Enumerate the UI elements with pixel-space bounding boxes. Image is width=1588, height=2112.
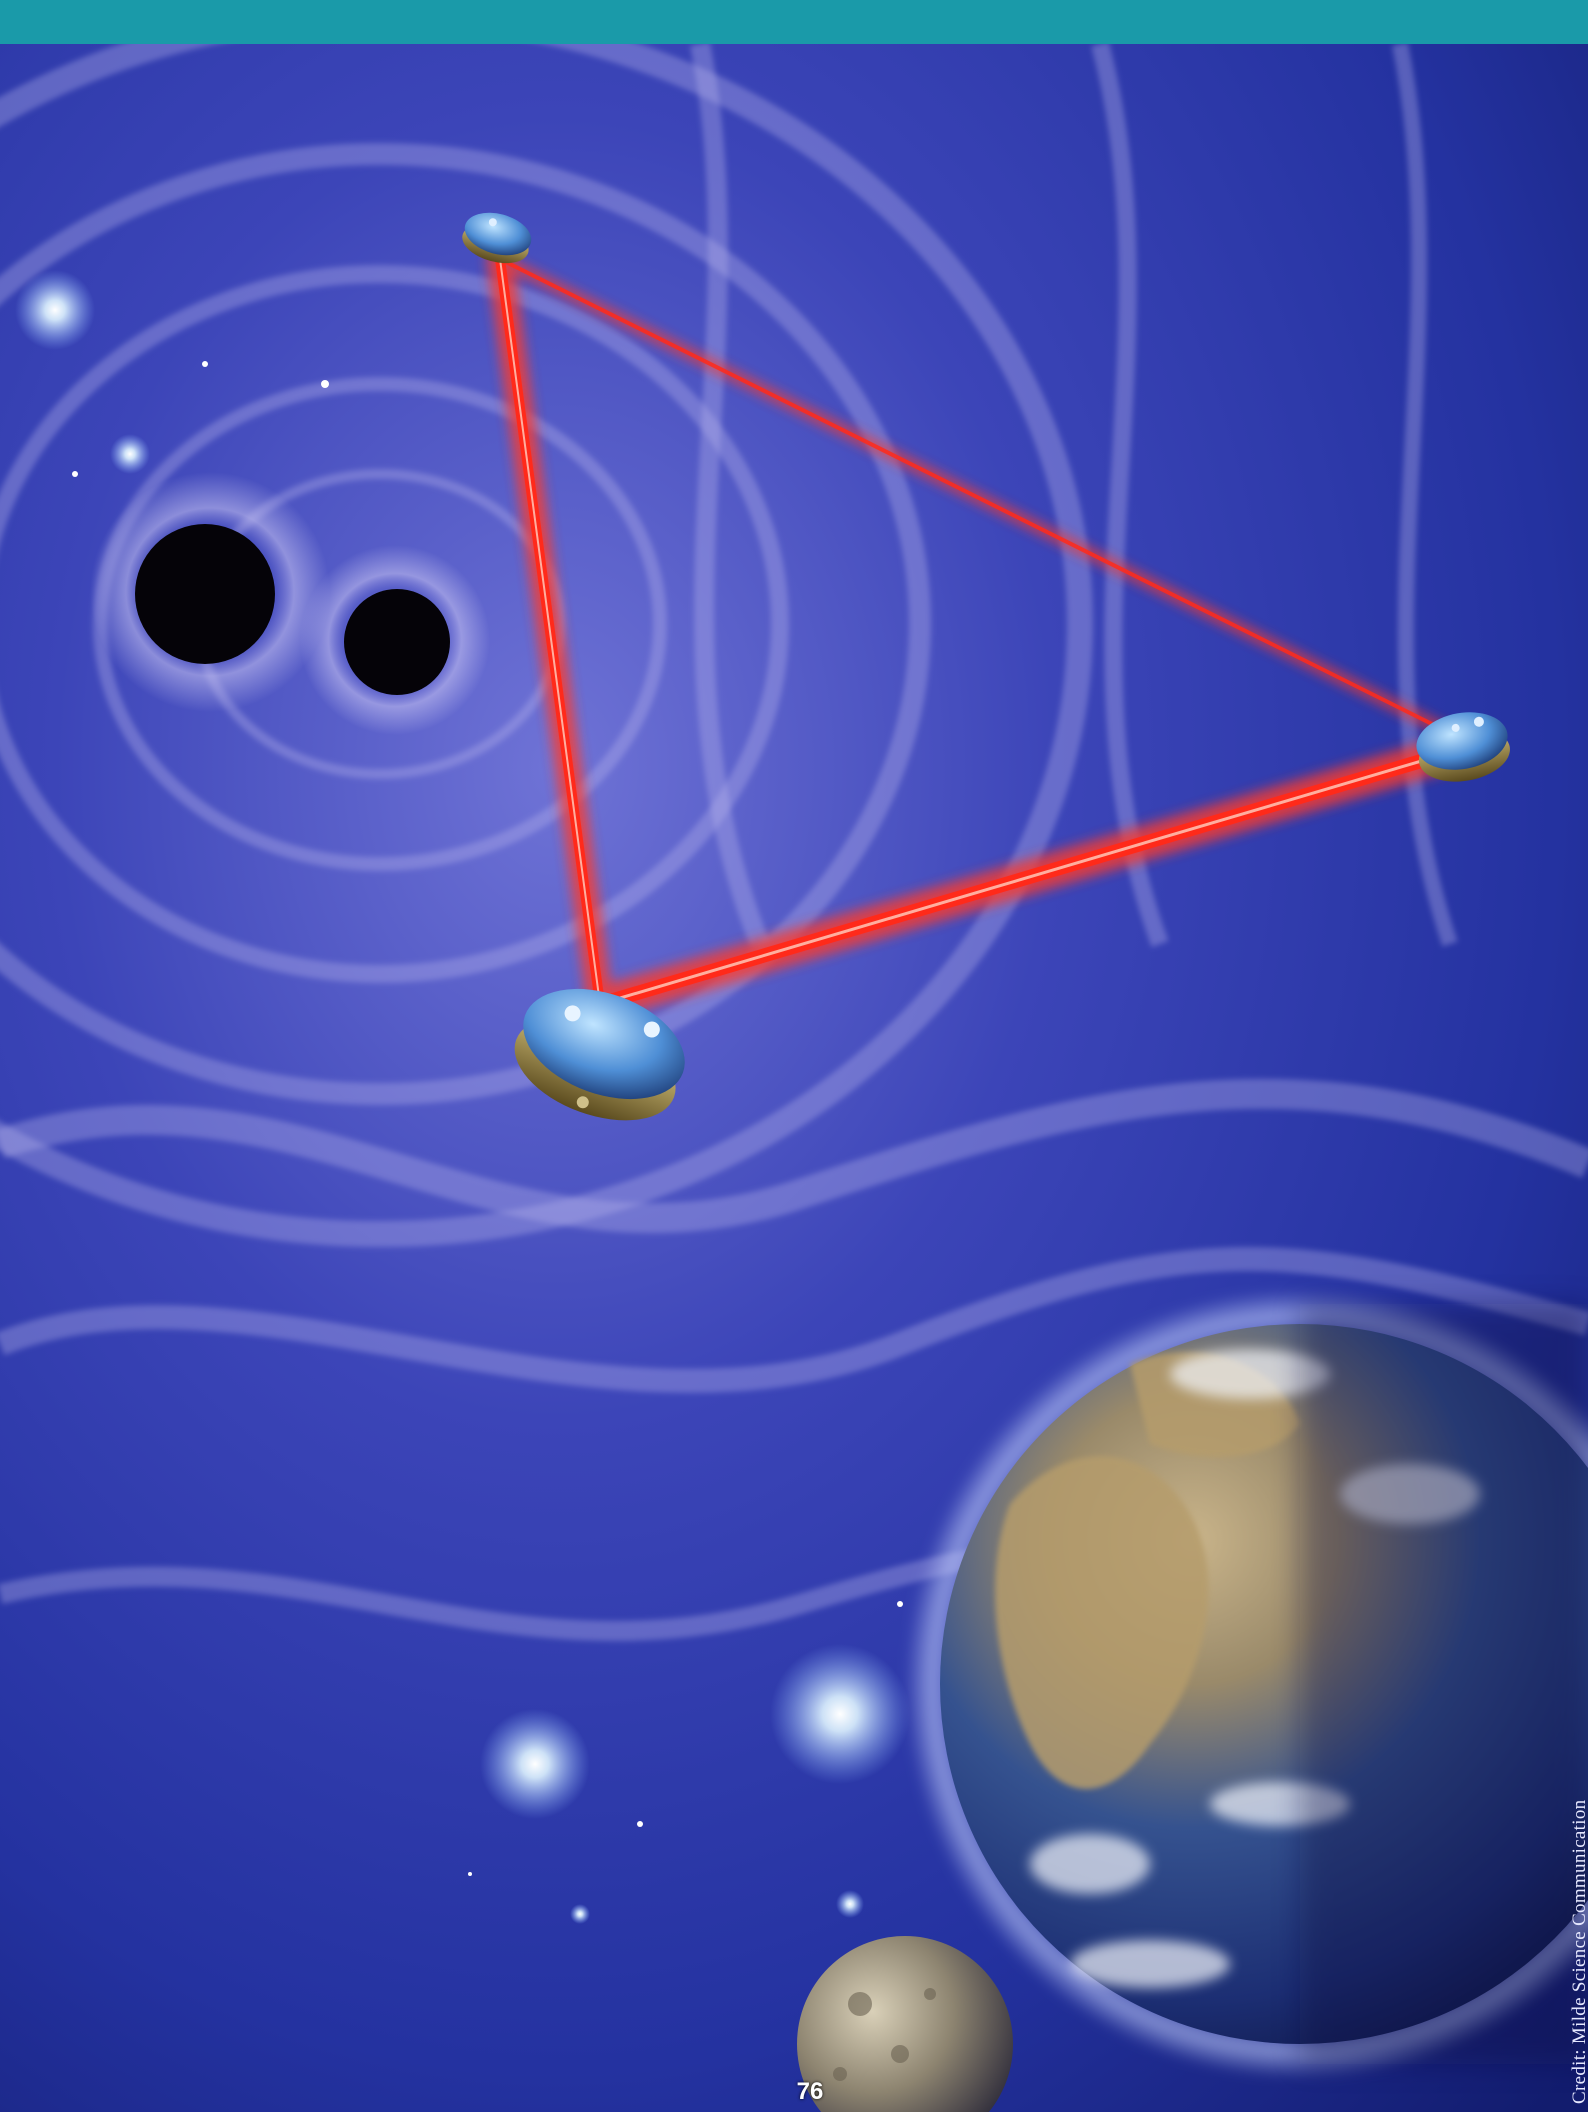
- image-credit: Credit: Milde Science Communication: [1569, 1799, 1588, 2104]
- top-color-band: [0, 0, 1588, 44]
- moon: [797, 1936, 1013, 2112]
- page-number: 76: [796, 2078, 824, 2105]
- laser-beams: [487, 246, 1479, 1021]
- spacecraft-top: [462, 212, 532, 264]
- stars: [15, 270, 910, 1924]
- black-hole-small: [344, 589, 450, 695]
- binary-black-holes: [90, 472, 490, 735]
- spacecraft-right: [1416, 712, 1510, 782]
- black-hole-large: [135, 524, 275, 664]
- spacecraft-bottom: [514, 988, 685, 1121]
- gravitational-wave-illustration: [0, 44, 1588, 2112]
- earth: [905, 1289, 1588, 2079]
